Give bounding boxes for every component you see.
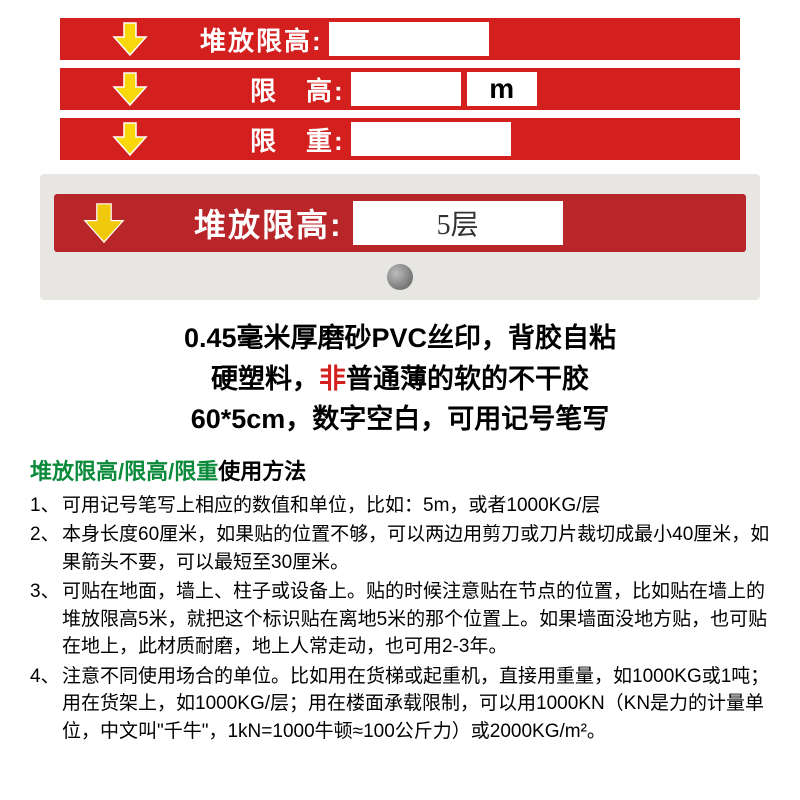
- usage-text: 可用记号笔写上相应的数值和单位，比如：5m，或者1000KG/层: [62, 492, 770, 520]
- description: 0.45毫米厚磨砂PVC丝印，背胶自粘 硬塑料，非普通薄的软的不干胶 60*5c…: [20, 318, 780, 440]
- desc-line-3: 60*5cm，数字空白，可用记号笔写: [20, 399, 780, 440]
- usage-title: 堆放限高/限高/限重使用方法: [30, 454, 780, 486]
- usage-num: 3、: [30, 578, 62, 661]
- usage-title-black: 使用方法: [218, 459, 306, 484]
- coin-icon: [387, 264, 413, 290]
- usage-item: 3、 可贴在地面，墙上、柱子或设备上。贴的时候注意贴在节点的位置，比如贴在墙上的…: [30, 578, 770, 661]
- photo-label: 堆放限高:: [194, 200, 343, 246]
- desc-highlight: 非: [319, 364, 346, 394]
- unit-m: m: [467, 72, 537, 106]
- blank-field: [329, 22, 489, 56]
- usage-text: 可贴在地面，墙上、柱子或设备上。贴的时候注意贴在节点的位置，比如贴在墙上的堆放限…: [62, 578, 770, 661]
- arrow-down-icon: [60, 121, 200, 157]
- sign-label: 限 高:: [250, 71, 345, 108]
- usage-item: 2、 本身长度60厘米，如果贴的位置不够，可以两边用剪刀或刀片裁切成最小40厘米…: [30, 521, 770, 576]
- usage-list: 1、 可用记号笔写上相应的数值和单位，比如：5m，或者1000KG/层 2、 本…: [20, 492, 780, 746]
- sign-stack-height: 堆放限高:: [60, 18, 740, 60]
- sign-weight-limit: 限 重:: [60, 118, 740, 160]
- blank-field: [351, 122, 511, 156]
- sign-height-limit: 限 高: m: [60, 68, 740, 110]
- arrow-down-icon: [60, 21, 200, 57]
- usage-num: 4、: [30, 663, 62, 746]
- usage-text: 注意不同使用场合的单位。比如用在货梯或起重机，直接用重量，如1000KG或1吨；…: [62, 663, 770, 746]
- usage-title-green: 堆放限高/限高/限重: [30, 459, 218, 484]
- desc-line-2: 硬塑料，非普通薄的软的不干胶: [20, 359, 780, 400]
- photo-value: 5层: [353, 201, 563, 245]
- photo-sign: 堆放限高: 5层: [54, 194, 746, 252]
- arrow-down-icon: [60, 71, 200, 107]
- sign-label: 堆放限高:: [200, 21, 323, 58]
- usage-num: 1、: [30, 492, 62, 520]
- usage-item: 1、 可用记号笔写上相应的数值和单位，比如：5m，或者1000KG/层: [30, 492, 770, 520]
- usage-text: 本身长度60厘米，如果贴的位置不够，可以两边用剪刀或刀片裁切成最小40厘米，如果…: [62, 521, 770, 576]
- sign-label: 限 重:: [250, 121, 345, 158]
- usage-num: 2、: [30, 521, 62, 576]
- desc-text: 普通薄的软的不干胶: [346, 364, 589, 394]
- photo-example: 堆放限高: 5层: [40, 174, 760, 300]
- desc-line-1: 0.45毫米厚磨砂PVC丝印，背胶自粘: [20, 318, 780, 359]
- desc-text: 硬塑料，: [211, 364, 319, 394]
- arrow-down-icon: [54, 200, 154, 246]
- blank-field: [351, 72, 461, 106]
- usage-item: 4、 注意不同使用场合的单位。比如用在货梯或起重机，直接用重量，如1000KG或…: [30, 663, 770, 746]
